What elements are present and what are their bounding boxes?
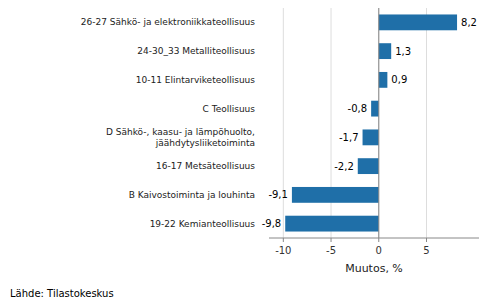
data-label: -0,8 <box>348 103 368 114</box>
category-label-line: D Sähkö-, kaasu- ja lämpöhuolto, <box>106 127 255 137</box>
category-label: 16-17 Metsäteollisuus <box>156 161 255 171</box>
x-tick-label: 5 <box>423 245 429 256</box>
category-label-line: 19-22 Kemianteollisuus <box>150 219 256 229</box>
x-tick-label: 0 <box>376 245 382 256</box>
bar <box>379 72 388 88</box>
data-label: -2,2 <box>334 161 354 172</box>
grid-line <box>426 8 427 238</box>
data-label: -9,8 <box>262 218 282 229</box>
data-label: 8,2 <box>461 17 477 28</box>
grid-line <box>378 8 379 238</box>
bar <box>363 129 379 145</box>
bar <box>371 101 379 117</box>
category-label-line: 16-17 Metsäteollisuus <box>156 161 255 171</box>
data-labels: -9,8 -9,1 -2,2 -1,7 -0,8 0,9 1,3 8,2 <box>262 17 477 229</box>
category-label-line: jäähdytysliiketoiminta <box>155 138 255 148</box>
grid-line <box>331 8 332 238</box>
data-label: 0,9 <box>391 74 407 85</box>
zero-line <box>378 8 379 238</box>
category-label-line: 26-27 Sähkö- ja elektroniikkateollisuus <box>81 17 255 27</box>
grid <box>283 8 426 238</box>
bar <box>379 14 457 30</box>
data-label: -1,7 <box>339 132 359 143</box>
category-label-line: B Kaivostoiminta ja louhinta <box>129 190 255 200</box>
category-label: D Sähkö-, kaasu- ja lämpöhuolto,jäähdyty… <box>106 127 255 147</box>
grid-line <box>283 8 284 238</box>
category-label-line: 24-30_33 Metalliteollisuus <box>137 46 255 56</box>
source-note: Lähde: Tilastokeskus <box>10 288 114 299</box>
x-tick <box>283 238 284 242</box>
chart: 19-22 Kemianteollisuus B Kaivostoiminta j… <box>0 0 493 304</box>
x-ticks: -10 -5 0 5 <box>275 238 430 256</box>
category-label-line: 10-11 Elintarviketeollisuus <box>136 75 256 85</box>
data-label: -9,1 <box>268 189 288 200</box>
category-label: C Teollisuus <box>203 104 256 114</box>
category-label: 26-27 Sähkö- ja elektroniikkateollisuus <box>81 17 255 27</box>
bar <box>285 216 379 232</box>
data-label: 1,3 <box>395 46 411 57</box>
bar <box>292 187 379 203</box>
bars <box>285 14 457 231</box>
bar <box>379 43 391 59</box>
x-tick <box>331 238 332 242</box>
x-tick <box>378 238 379 242</box>
category-label: 24-30_33 Metalliteollisuus <box>137 46 255 56</box>
x-tick <box>426 238 427 242</box>
category-label-line: C Teollisuus <box>203 104 256 114</box>
x-axis-label: Muutos, % <box>345 262 403 275</box>
x-axis-line <box>269 238 479 239</box>
category-label: B Kaivostoiminta ja louhinta <box>129 190 255 200</box>
category-label: 10-11 Elintarviketeollisuus <box>136 75 256 85</box>
x-tick-label: -5 <box>326 245 336 256</box>
category-label: 19-22 Kemianteollisuus <box>150 219 256 229</box>
x-tick-label: -10 <box>275 245 291 256</box>
bar <box>358 158 379 174</box>
